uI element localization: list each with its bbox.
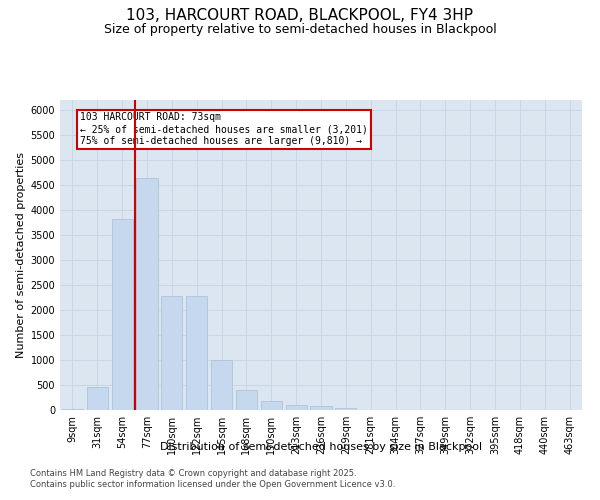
Bar <box>310 406 332 410</box>
Bar <box>87 387 108 410</box>
Bar <box>112 219 133 410</box>
Bar <box>335 408 356 410</box>
Y-axis label: Number of semi-detached properties: Number of semi-detached properties <box>16 152 26 358</box>
Bar <box>286 405 307 410</box>
Text: Contains HM Land Registry data © Crown copyright and database right 2025.: Contains HM Land Registry data © Crown c… <box>30 468 356 477</box>
Text: Size of property relative to semi-detached houses in Blackpool: Size of property relative to semi-detach… <box>104 22 496 36</box>
Text: Contains public sector information licensed under the Open Government Licence v3: Contains public sector information licen… <box>30 480 395 489</box>
Text: Distribution of semi-detached houses by size in Blackpool: Distribution of semi-detached houses by … <box>160 442 482 452</box>
Bar <box>136 178 158 410</box>
Bar <box>62 408 83 410</box>
Bar <box>161 296 182 410</box>
Bar <box>211 360 232 410</box>
Bar <box>236 390 257 410</box>
Bar <box>261 400 282 410</box>
Text: 103 HARCOURT ROAD: 73sqm
← 25% of semi-detached houses are smaller (3,201)
75% o: 103 HARCOURT ROAD: 73sqm ← 25% of semi-d… <box>80 112 368 146</box>
Text: 103, HARCOURT ROAD, BLACKPOOL, FY4 3HP: 103, HARCOURT ROAD, BLACKPOOL, FY4 3HP <box>127 8 473 22</box>
Bar <box>186 296 207 410</box>
